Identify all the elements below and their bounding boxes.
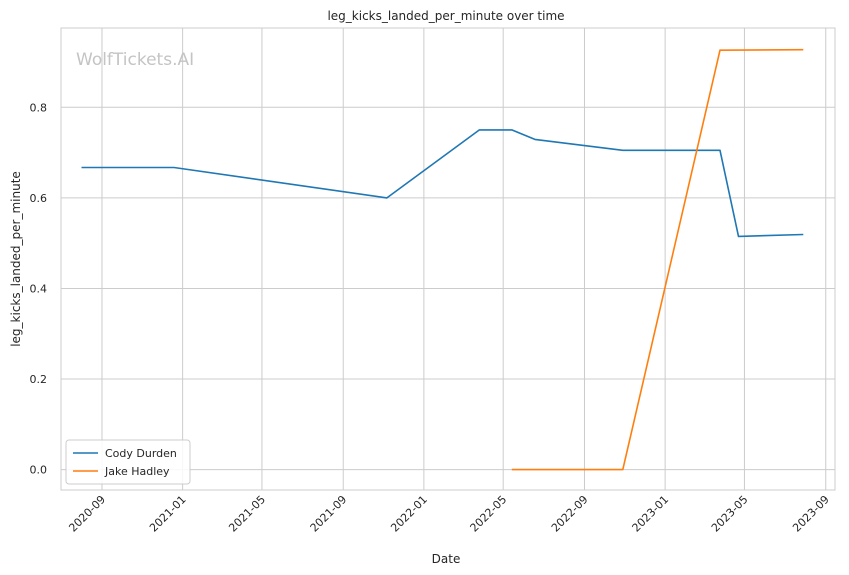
y-tick-label: 0.2 — [30, 373, 48, 386]
y-tick-label: 0.6 — [30, 192, 48, 205]
series-layer — [81, 48, 804, 471]
y-tick-label: 0.8 — [30, 101, 48, 114]
legend-box — [65, 439, 191, 485]
legend: Cody Durden Jake Hadley — [65, 439, 191, 485]
plot-frame — [60, 27, 836, 491]
y-tick-label: 0.4 — [30, 282, 48, 295]
y-axis-title: leg_kicks_landed_per_minute — [9, 171, 23, 347]
y-tick-label: 0.0 — [30, 464, 48, 477]
series-line-jake-hadley — [511, 48, 804, 471]
chart-title: leg_kicks_landed_per_minute over time — [327, 9, 564, 23]
legend-label-jake-hadley: Jake Hadley — [104, 465, 170, 478]
series-line-cody-durden — [81, 129, 804, 238]
legend-label-cody-durden: Cody Durden — [105, 447, 177, 460]
watermark: WolfTickets.AI — [76, 50, 194, 70]
x-axis-title: Date — [432, 552, 461, 566]
